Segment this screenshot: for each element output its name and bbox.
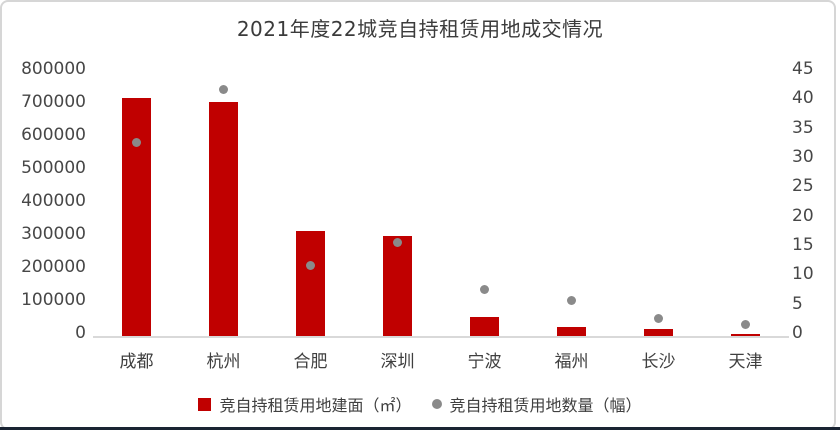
y-axis-left-tick: 400000: [21, 191, 86, 211]
y-axis-right-tick: 0: [792, 323, 803, 343]
y-axis-left-tick: 200000: [21, 257, 86, 277]
legend-item: 竞自持租赁用地数量（幅）: [431, 392, 642, 416]
scatter-dot-宁波: [480, 284, 489, 294]
y-axis-left-tick: 800000: [21, 59, 86, 79]
legend: 竞自持租赁用地建面（㎡） 竞自持租赁用地数量（幅）: [0, 392, 840, 416]
y-axis-right-tick: 5: [792, 293, 803, 314]
bar-宁波: [470, 316, 499, 336]
legend-item: 竞自持租赁用地建面（㎡）: [198, 392, 412, 416]
bar-杭州: [209, 101, 238, 336]
x-axis-label-成都: 成都: [119, 352, 154, 372]
scatter-dot-合肥: [306, 261, 315, 271]
y-axis-left-tick: 500000: [21, 158, 86, 178]
scatter-dot-成都: [132, 137, 141, 147]
y-axis-right-tick: 30: [792, 147, 814, 167]
y-axis-right-tick: 40: [792, 88, 814, 109]
y-axis-left-tick: 100000: [21, 290, 86, 310]
y-axis-right-tick: 20: [792, 205, 814, 226]
legend-square-swatch: [198, 397, 212, 411]
y-axis-right-tick: 15: [792, 235, 814, 255]
x-axis-label-合肥: 合肥: [293, 352, 328, 372]
y-axis-right-tick: 35: [792, 117, 814, 138]
x-axis-label-宁波: 宁波: [467, 352, 502, 372]
bar-合肥: [296, 231, 325, 336]
bar-天津: [731, 334, 760, 336]
bar-福州: [557, 326, 586, 336]
x-axis-label-深圳: 深圳: [380, 352, 415, 372]
scatter-dot-天津: [741, 319, 750, 329]
bottom-divider: [0, 427, 840, 430]
y-axis-left-tick: 0: [75, 323, 86, 343]
y-axis-left-tick: 600000: [21, 125, 86, 145]
x-axis-label-福州: 福州: [554, 352, 589, 372]
legend-label: 竞自持租赁用地建面（㎡）: [219, 396, 412, 415]
scatter-dot-杭州: [219, 85, 228, 95]
bar-成都: [122, 98, 151, 336]
plot-area: [93, 72, 789, 338]
bar-长沙: [644, 329, 673, 336]
legend-label: 竞自持租赁用地数量（幅）: [449, 396, 642, 415]
y-axis-right-tick: 10: [792, 264, 814, 285]
y-axis-right-tick: 45: [792, 59, 814, 79]
legend-circle-swatch: [431, 399, 442, 409]
y-axis-right-tick: 25: [792, 176, 814, 197]
chart-title: 2021年度22城竞自持租赁用地成交情况: [236, 17, 604, 41]
scatter-dot-深圳: [393, 237, 402, 247]
x-axis-label-长沙: 长沙: [641, 352, 676, 372]
x-axis-label-杭州: 杭州: [206, 352, 241, 372]
scatter-dot-福州: [567, 296, 576, 306]
y-axis-left-tick: 700000: [21, 92, 86, 112]
x-axis-label-天津: 天津: [728, 352, 763, 372]
bar-深圳: [383, 236, 412, 336]
scatter-dot-长沙: [654, 313, 663, 323]
y-axis-left-tick: 300000: [21, 224, 86, 244]
